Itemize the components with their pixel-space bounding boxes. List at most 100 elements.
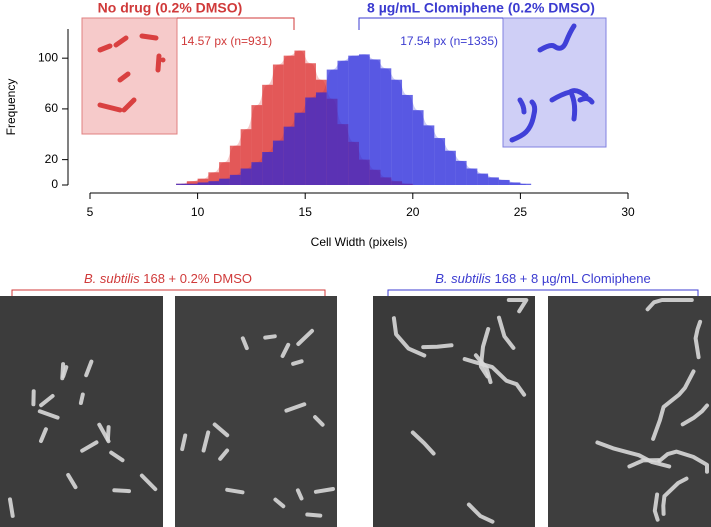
cell-shape (680, 403, 709, 427)
cell-shape (652, 492, 660, 522)
y-tick-label: 20 (45, 152, 59, 166)
histogram-bar (262, 152, 273, 185)
x-tick-label: 20 (406, 205, 420, 219)
panel-bracket (387, 289, 699, 298)
legend-title: 8 µg/mL Clomiphene (0.2% DMSO) (367, 0, 595, 16)
histogram-bar (326, 69, 338, 185)
histogram-bar (294, 112, 306, 185)
cell-shape (466, 502, 495, 524)
cell-shape (295, 488, 304, 501)
condition: 168 + 8 µg/mL Clomiphene (495, 271, 651, 286)
annotation: 14.57 px (n=931) (181, 34, 272, 48)
histogram-bar (208, 181, 220, 185)
x-tick-label: 25 (514, 205, 528, 219)
x-tick-label: 30 (621, 205, 635, 219)
condition: 168 + 0.2% DMSO (143, 271, 252, 286)
histogram-bar (272, 64, 284, 185)
cell-shape (97, 33, 166, 113)
cell-shape (66, 473, 78, 490)
micrographs (0, 296, 711, 527)
cell-shape (627, 458, 661, 469)
cell-shape (661, 476, 689, 516)
histogram-bar (369, 59, 381, 185)
cell-shape (212, 422, 230, 438)
histogram-bar (423, 125, 435, 185)
histogram-bar (251, 162, 263, 185)
y-tick-label: 0 (51, 177, 58, 191)
cell-shape (84, 359, 94, 378)
micrograph (548, 296, 711, 527)
cell-shape (225, 487, 245, 495)
cell-shape (8, 497, 15, 518)
histogram-bar (219, 162, 230, 185)
histogram-bar (434, 138, 446, 185)
histogram-bar (391, 79, 403, 185)
histogram-bar (402, 94, 413, 185)
cell-shape (291, 359, 304, 366)
histogram-bar (498, 179, 510, 185)
cell-shape (37, 409, 60, 420)
cell-shape (506, 298, 529, 314)
histogram-bar (186, 181, 198, 185)
histogram-bar (240, 129, 252, 185)
histogram-bar (176, 183, 187, 185)
histogram-bar (305, 97, 316, 185)
histogram-bar (240, 168, 252, 185)
histogram-bar (186, 183, 198, 185)
histogram-bar (337, 60, 349, 185)
histogram-bar (283, 126, 295, 185)
x-tick-label: 10 (191, 205, 205, 219)
histogram-bar (315, 92, 327, 185)
panel-label: B. subtilis 168 + 0.2% DMSO (84, 271, 252, 286)
histogram-bar (283, 55, 295, 185)
y-tick-label: 100 (38, 50, 58, 64)
cell-shape (509, 23, 595, 143)
cell-shape (109, 450, 125, 463)
y-tick-label: 60 (45, 101, 59, 115)
cell-shape (218, 448, 230, 461)
legend-box-blue (502, 17, 607, 148)
cell-shape (240, 336, 249, 351)
histogram-bar (229, 145, 241, 185)
histogram-bar (208, 172, 220, 185)
cell-shape (39, 427, 48, 443)
species: B. subtilis (84, 271, 140, 286)
legend-title: No drug (0.2% DMSO) (98, 0, 243, 16)
micrograph (0, 296, 163, 527)
histogram-bar (412, 110, 424, 185)
annotation: 17.54 px (n=1335) (400, 34, 498, 48)
cell-shape (284, 402, 307, 413)
cell-shape (391, 316, 427, 358)
cell-shape (478, 327, 491, 379)
cell-shape (201, 430, 211, 453)
cell-shape (410, 430, 436, 456)
histogram-bar (520, 183, 532, 185)
histogram-bar (229, 174, 241, 185)
cell-shape (657, 449, 709, 474)
histogram-bar (251, 105, 263, 185)
x-tick-label: 15 (299, 205, 313, 219)
histogram-bar (197, 182, 209, 185)
histogram-bar (509, 182, 521, 185)
cell-shape (296, 328, 314, 346)
cell-shape (112, 488, 131, 494)
cell-shape (645, 298, 694, 312)
histogram-bar (455, 160, 467, 185)
cell-shape (305, 512, 323, 518)
histogram-bar (380, 68, 392, 185)
species: B. subtilis (435, 271, 491, 286)
histogram-bar (477, 173, 489, 185)
histogram-bar (262, 84, 273, 185)
cell-shape (78, 392, 85, 405)
cell-shape (462, 357, 527, 397)
histogram-bar (197, 178, 209, 185)
cell-shape (421, 343, 454, 350)
cell-shape (97, 422, 111, 444)
cell-shape (473, 353, 493, 385)
cell-shape (313, 415, 325, 427)
panel-label: B. subtilis 168 + 8 µg/mL Clomiphene (435, 271, 651, 286)
cell-shape (651, 369, 696, 441)
histogram-bar (445, 150, 456, 185)
cell-shape (273, 497, 286, 509)
